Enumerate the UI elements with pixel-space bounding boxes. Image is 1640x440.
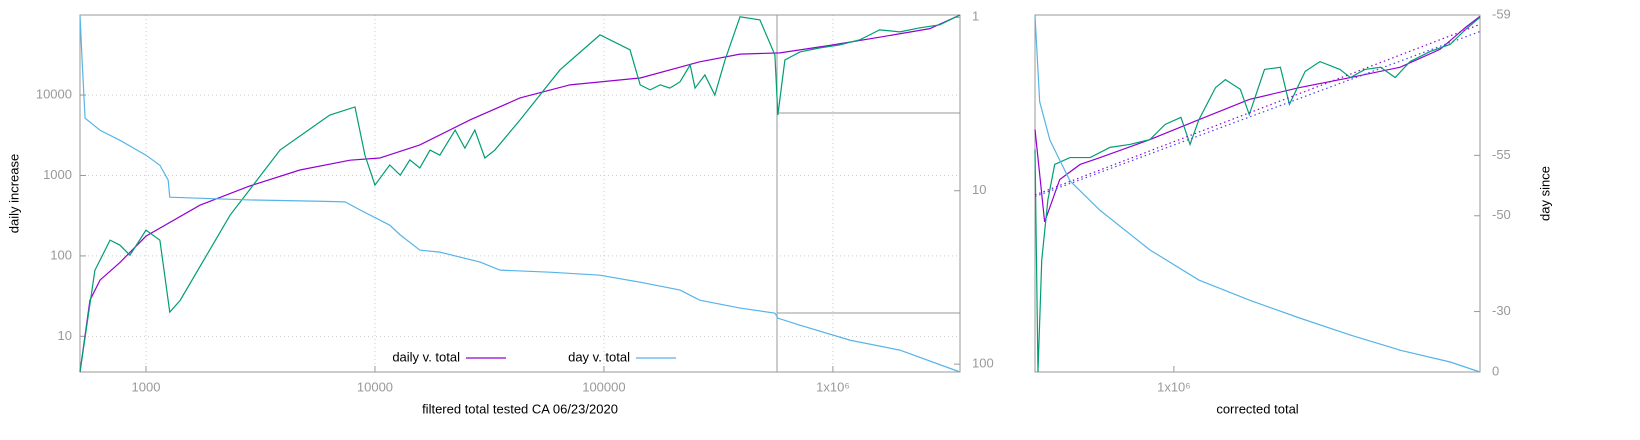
y2-tick-label: 100 [972, 356, 994, 371]
y2-axis-title: day since [1537, 166, 1552, 221]
y-tick-label: 10000 [36, 87, 72, 102]
series-line [79, 14, 961, 373]
legend-label: day v. total [568, 349, 630, 364]
y2-tick-label: -30 [1492, 303, 1511, 318]
x-tick-label: 1x10⁶ [816, 379, 850, 394]
y2-tick-label: 1 [972, 9, 979, 24]
y2-tick-label: 10 [972, 182, 986, 197]
x-tick-label: 1000 [132, 379, 161, 394]
inset-marker [776, 15, 960, 372]
y-axis-title: daily increase [6, 154, 21, 234]
series-line [1034, 14, 1481, 373]
series-line [1034, 15, 1481, 223]
y-tick-label: 100 [50, 247, 72, 262]
x-axis-title: corrected total [1216, 401, 1298, 416]
x-tick-label: 10000 [357, 379, 393, 394]
y2-tick-label: -55 [1492, 147, 1511, 162]
y2-tick-label: 0 [1492, 363, 1499, 378]
series-line [79, 14, 961, 373]
y2-tick-label: -50 [1492, 207, 1511, 222]
series-line [1034, 16, 1481, 373]
x-tick-label: 100000 [582, 379, 625, 394]
series-line [79, 14, 961, 373]
y2-tick-label: -59 [1492, 6, 1511, 21]
legend-label: daily v. total [392, 349, 460, 364]
x-axis-title: filtered total tested CA 06/23/2020 [422, 401, 618, 416]
y-tick-label: 1000 [43, 167, 72, 182]
series-line [1034, 23, 1481, 196]
plot-frame [79, 14, 961, 373]
y-tick-label: 10 [58, 328, 72, 343]
x-tick-label: 1x10⁶ [1157, 379, 1191, 394]
